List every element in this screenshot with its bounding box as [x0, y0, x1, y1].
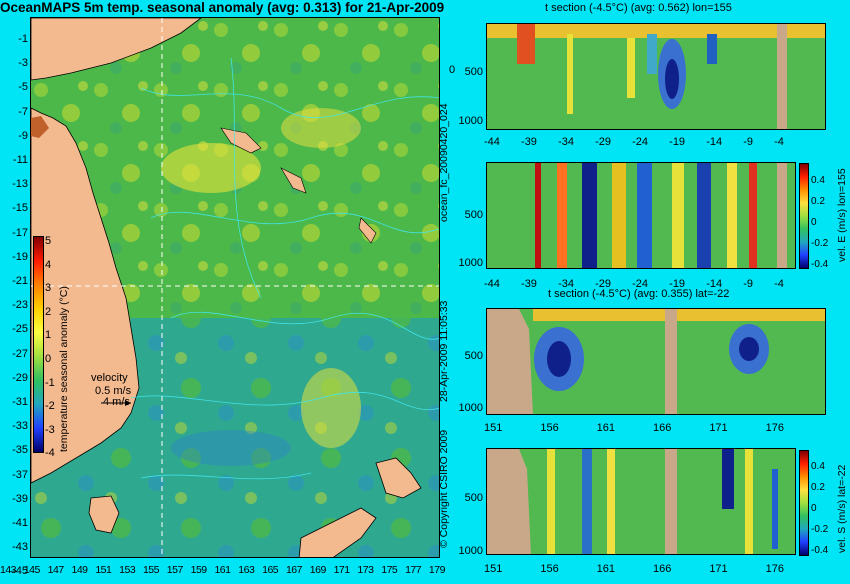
- vel-s-label: vel. S (m/s) lat=-22: [836, 464, 848, 553]
- p4-x-ticks: 151 156 161 166 171 176: [484, 563, 784, 575]
- velocity-value-1: 0.5 m/s: [95, 385, 132, 397]
- australia-land: [31, 107, 140, 484]
- map-lon-labels: 143 145 147 149 151 153 155 157 159 161 163 165 167 1…: [0, 564, 445, 576]
- main-title: OceanMAPS 5m temp. seasonal anomaly (avg…: [0, 0, 445, 15]
- p2-x-ticks: -44 -39 -34 -29 -24 -19 -14 -9 -4: [484, 278, 784, 290]
- p1-ytick-1000: 1000: [458, 115, 483, 127]
- timestamp-label: 28-Apr-2009 11:05:33: [438, 300, 450, 402]
- vel-s-ticks: 0.4 0.2 0 -0.2 -0.4: [811, 461, 829, 556]
- map-lat-labels: -1 -3 -5 -7 -9 -11 -13 -15 -17 -19 -21 -23 -25 -27 -29…: [12, 33, 28, 578]
- panel-3-title: t section (-4.5°C) (avg: 0.355) lat=-22: [548, 288, 730, 300]
- panel-1-title: t section (-4.5°C) (avg: 0.562) lon=155: [545, 2, 732, 14]
- p4-ytick-500: 500: [464, 492, 483, 504]
- p3-ytick-500: 500: [464, 350, 483, 362]
- velocity-label: velocity: [91, 372, 128, 384]
- p2-ytick-500: 500: [464, 209, 483, 221]
- vel-e-label: vel. E (m/s) lon=155: [836, 168, 848, 262]
- p1-y0: 0: [449, 64, 456, 76]
- vel-e-ticks: 0.4 0.2 0 -0.2 -0.4: [811, 175, 829, 270]
- p2-ytick-1000: 1000: [458, 257, 483, 269]
- new-zealand-north-land: [375, 457, 422, 499]
- p3-ytick-1000: 1000: [458, 402, 483, 414]
- run-id-label: ocean_fc_20090420_024: [438, 103, 450, 222]
- map-colorbar-ticks: 5 4 3 2 1 0 -1 -2 -3 -4: [45, 235, 55, 460]
- new-guinea-land: [31, 18, 202, 81]
- new-zealand-south-land: [298, 507, 377, 557]
- p4-ytick-1000: 1000: [458, 545, 483, 557]
- map-canvas: [31, 18, 439, 557]
- anomaly-map: [30, 17, 440, 558]
- p1-x-ticks: -44 -39 -34 -29 -24 -19 -14 -9 -4: [484, 136, 784, 148]
- panel-1-section: [486, 23, 826, 130]
- vel-e-colorbar: [799, 163, 809, 269]
- p3-x-ticks: 151 156 161 166 171 176: [484, 422, 784, 434]
- panel-3-section: [486, 308, 826, 415]
- velocity-value-2: 4 m/s: [103, 396, 130, 408]
- map-colorbar-label: temperature seasonal anomaly (°C): [58, 286, 70, 452]
- panel-2-section: [486, 162, 796, 269]
- copyright-label: © Copyright CSIRO 2009: [438, 429, 450, 548]
- panel-4-section: [486, 448, 796, 555]
- tasmania-land: [88, 495, 120, 534]
- map-colorbar: [33, 236, 44, 453]
- vel-s-colorbar: [799, 450, 809, 556]
- p1-ytick-500: 500: [464, 66, 483, 78]
